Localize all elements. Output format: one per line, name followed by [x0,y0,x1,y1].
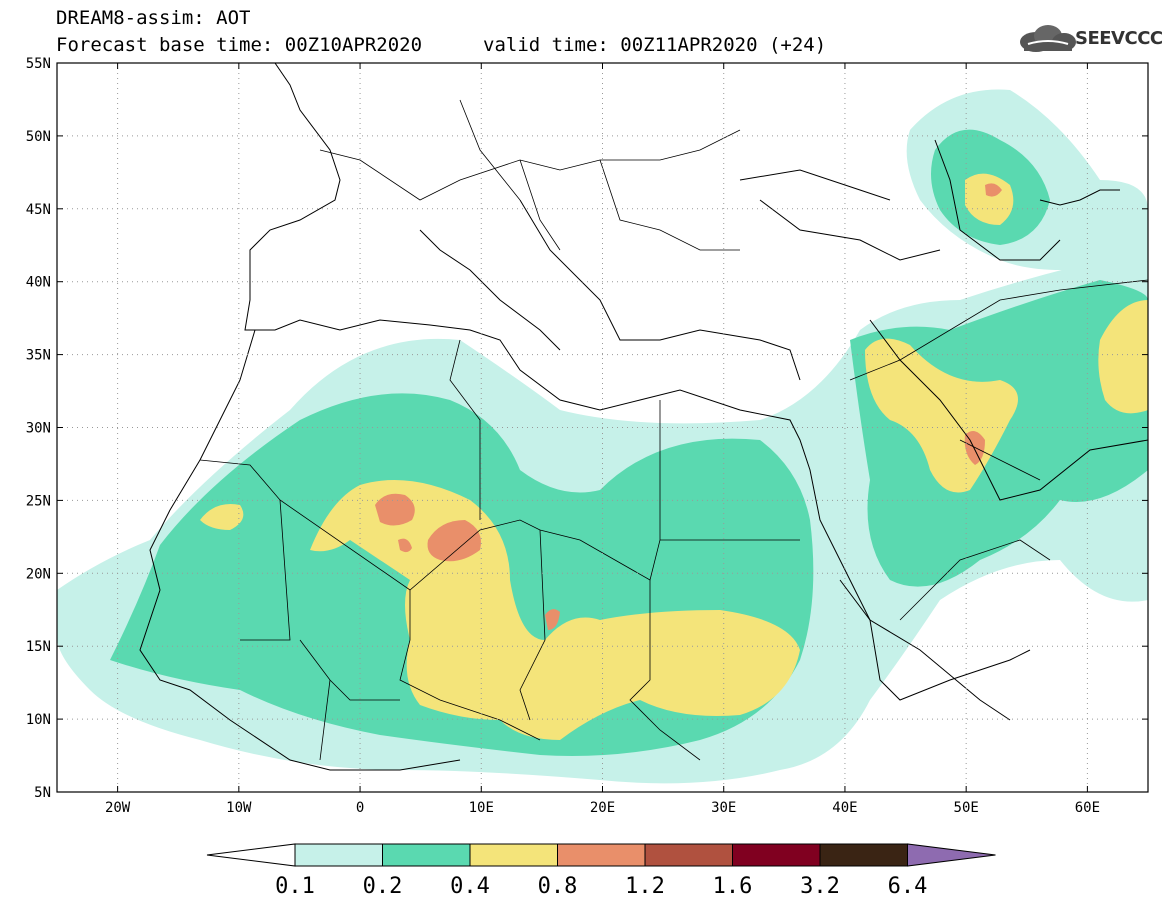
lon-label: 50E [954,800,979,816]
colorbar-swatch [644,843,733,867]
lat-label: 45N [26,202,51,218]
lon-label: 40E [832,800,857,816]
colorbar-label: 0.2 [363,874,403,899]
lon-label: 10W [226,800,252,816]
colorbar-swatch [294,843,383,867]
lat-label: 15N [26,639,51,655]
colorbar-min-arrow [206,843,296,867]
lon-label: 20W [105,800,131,816]
colorbar-swatch [819,843,908,867]
map-grid [57,63,1148,792]
colorbar-label: 1.2 [625,874,665,899]
axis-ticks [57,62,1148,793]
lon-label: 10E [469,800,494,816]
longitude-labels: 20W 10W 0 10E 20E 30E 40E 50E 60E [105,800,1100,816]
base-time-label: Forecast base time: 00Z10APR2020 [56,34,423,56]
lat-label: 50N [26,129,51,145]
lon-label: 20E [590,800,615,816]
colorbar-swatch [382,843,471,867]
colorbar-label: 6.4 [888,874,928,899]
valid-time-label: valid time: 00Z11APR2020 (+24) [483,34,827,56]
colorbar-label: 0.4 [450,874,490,899]
map-title: DREAM8-assim: AOT [56,7,251,29]
cloud-logo-icon [1020,25,1076,52]
colorbar-swatch [732,843,821,867]
lon-label: 60E [1075,800,1100,816]
lat-label: 35N [26,348,51,364]
colorbar-swatch [557,843,646,867]
colorbar-max-arrow [907,843,996,867]
colorbar-swatch [469,843,558,867]
lat-label: 30N [26,421,51,437]
lat-label: 55N [26,56,51,72]
lat-label: 5N [34,785,51,801]
lon-label: 30E [711,800,736,816]
lat-label: 25N [26,493,51,509]
colorbar-label: 1.6 [713,874,753,899]
lat-label: 40N [26,275,51,291]
lon-label: 0 [356,800,364,816]
colorbar-label: 0.1 [275,874,315,899]
colorbar-label: 0.8 [538,874,578,899]
coastlines [139,63,1148,771]
colorbar-label: 3.2 [800,874,840,899]
lat-label: 20N [26,566,51,582]
latitude-labels: 55N 50N 45N 40N 35N 30N 25N 20N 15N 10N 5N [26,56,51,801]
lat-label: 10N [26,712,51,728]
seevccc-logo-text: SEEVCCC [1075,28,1163,49]
country-borders [199,99,1148,761]
